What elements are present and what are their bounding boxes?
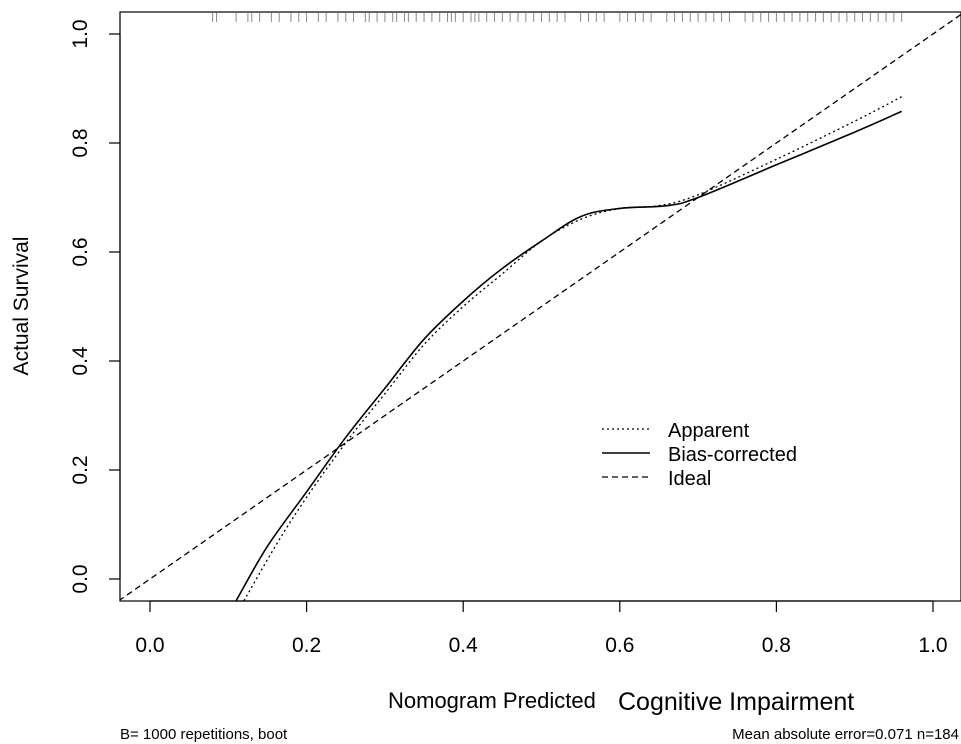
x-tick-label: 0.0 <box>135 634 164 657</box>
y-tick-label: 1.0 <box>69 19 92 48</box>
x-axis-label: Nomogram Predicted <box>388 688 596 713</box>
x-tick-label: 0.6 <box>605 634 634 657</box>
x-axis-label-suffix: Cognitive Impairment <box>618 688 854 716</box>
y-tick-label: 0.6 <box>69 237 92 266</box>
y-tick-label: 0.4 <box>69 346 92 376</box>
footnote-left: B= 1000 repetitions, boot <box>120 726 288 743</box>
y-axis-label: Actual Survival <box>10 237 33 376</box>
x-axis: 0.0 0.2 0.4 0.6 0.8 1.0 <box>135 600 948 657</box>
rug-marks <box>212 13 903 22</box>
x-tick-label: 0.4 <box>449 634 479 657</box>
y-tick-label: 0.8 <box>69 128 92 157</box>
y-axis: 0.0 0.2 0.4 0.6 0.8 1.0 <box>69 19 121 594</box>
footnote-right: Mean absolute error=0.071 n=184 <box>732 726 959 743</box>
series-layer <box>120 13 961 601</box>
legend-label-bias-corrected: Bias-corrected <box>668 444 797 466</box>
series-line-bias-corrected <box>235 110 903 601</box>
y-tick-label: 0.2 <box>69 455 92 484</box>
series-line-apparent <box>243 96 902 601</box>
legend: Apparent Bias-corrected Ideal <box>602 420 797 490</box>
x-tick-label: 0.2 <box>292 634 321 657</box>
x-tick-label: 0.8 <box>762 634 791 657</box>
legend-label-apparent: Apparent <box>668 420 750 442</box>
legend-label-ideal: Ideal <box>668 468 711 490</box>
series-line-ideal <box>120 13 961 601</box>
x-tick-label: 1.0 <box>918 634 947 657</box>
y-tick-label: 0.0 <box>69 564 92 593</box>
